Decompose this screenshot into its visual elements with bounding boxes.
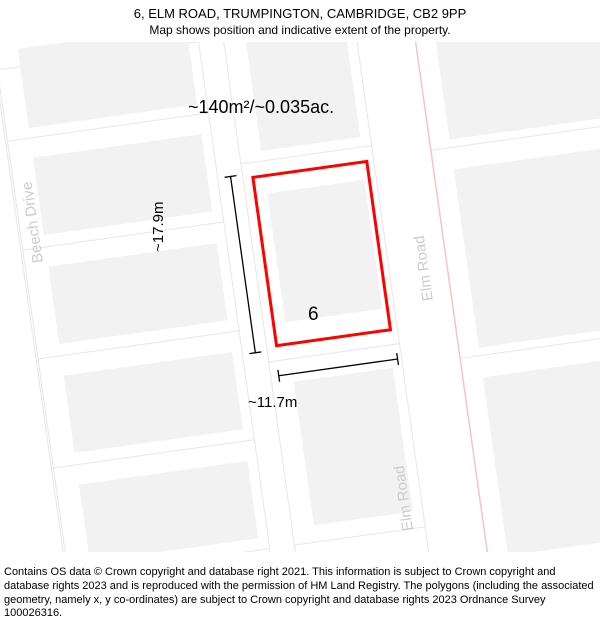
plot-number: 6 [308, 304, 319, 326]
map-canvas: ~140m²/~0.035ac. ~17.9m ~11.7m 6 Beech D… [0, 42, 600, 552]
page-title: 6, ELM ROAD, TRUMPINGTON, CAMBRIDGE, CB2… [0, 6, 600, 23]
height-annotation: ~17.9m [150, 202, 167, 252]
header: 6, ELM ROAD, TRUMPINGTON, CAMBRIDGE, CB2… [0, 0, 600, 38]
copyright-footer: Contains OS data © Crown copyright and d… [4, 566, 596, 621]
width-annotation: ~11.7m [248, 394, 297, 411]
area-annotation: ~140m²/~0.035ac. [188, 97, 334, 118]
map-svg [0, 42, 600, 552]
page-subtitle: Map shows position and indicative extent… [0, 23, 600, 39]
